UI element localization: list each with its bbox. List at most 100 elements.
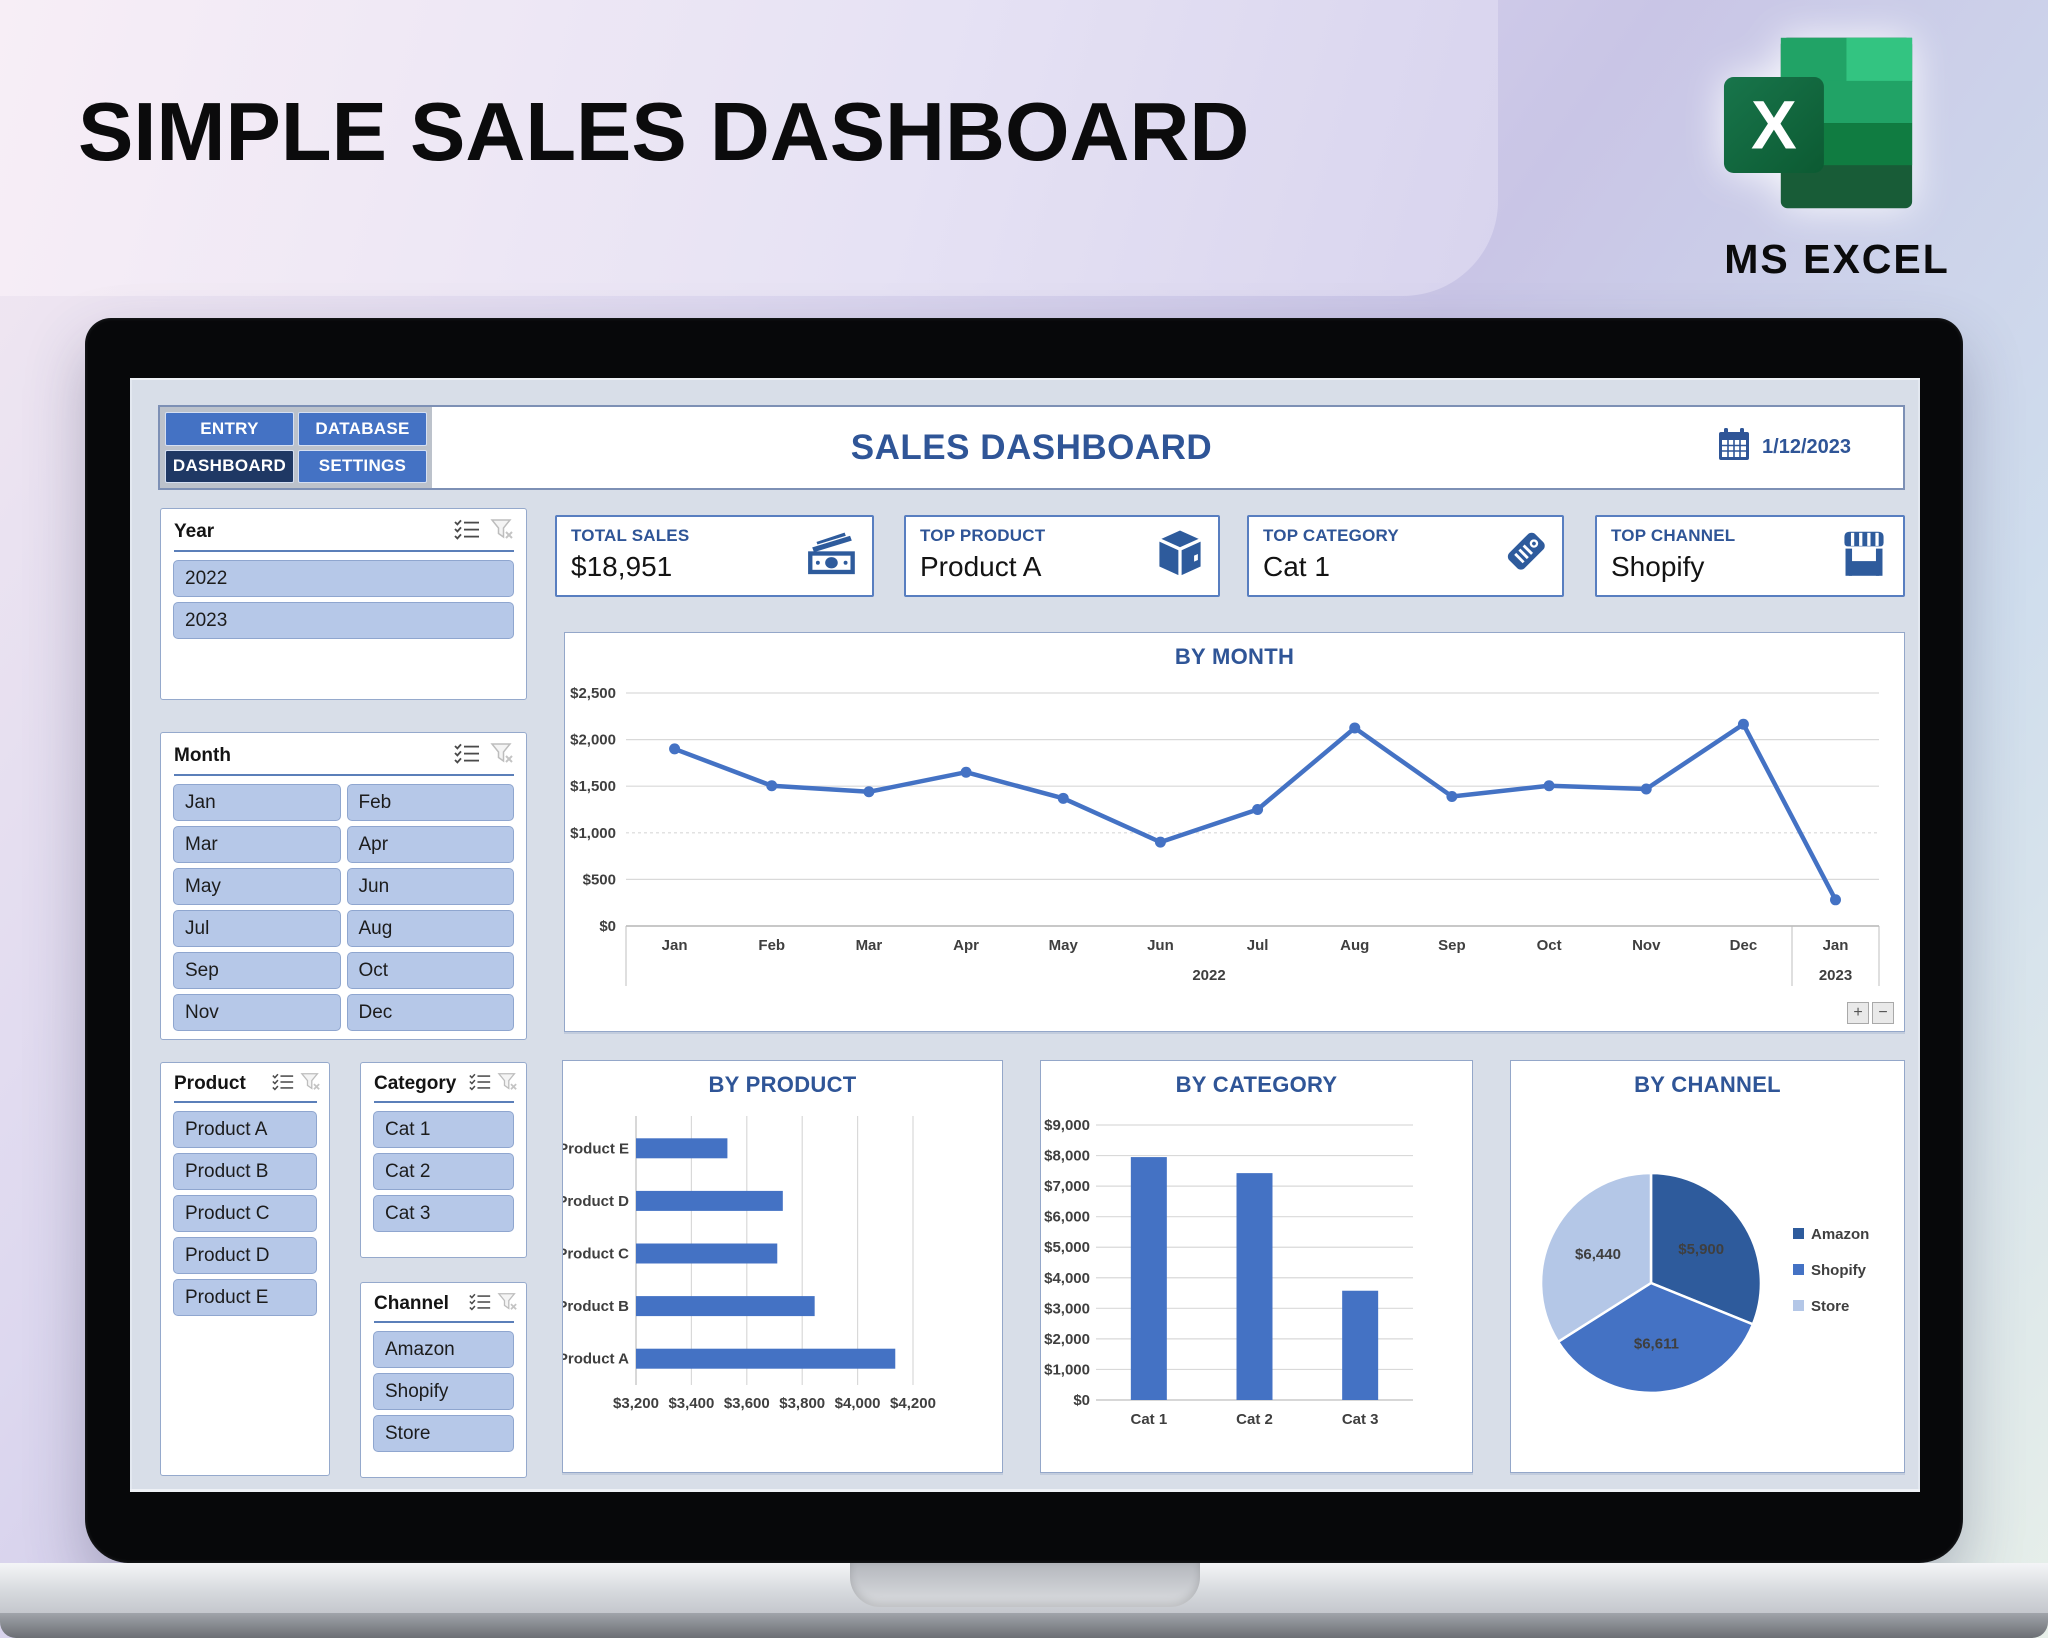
svg-text:$6,000: $6,000 [1044, 1209, 1090, 1226]
multiselect-icon[interactable] [469, 1292, 491, 1316]
svg-text:Mar: Mar [856, 937, 883, 954]
by-product-chart: BY PRODUCT $3,200 $3,400 $3,600 $3,800 $4,00… [562, 1060, 1003, 1473]
svg-text:Amazon: Amazon [1811, 1226, 1869, 1243]
svg-text:$1,500: $1,500 [570, 778, 616, 795]
slicer-item-dec[interactable]: Dec [346, 994, 514, 1031]
kpi-label: TOP PRODUCT [920, 526, 1046, 545]
laptop-frame: SALES DASHBOARD ENTRY DATABASE DASHBOARD… [85, 318, 1963, 1563]
pie-chart-plot: $5,900 $6,611 $6,440 Amazon Shopify Store [1539, 1171, 1869, 1395]
cash-icon [804, 529, 860, 584]
nav-settings-button[interactable]: SETTINGS [298, 449, 427, 483]
svg-text:$0: $0 [1073, 1392, 1090, 1409]
slicer-item-2022[interactable]: 2022 [173, 560, 514, 597]
svg-text:$3,200: $3,200 [613, 1395, 659, 1412]
nav-database-button[interactable]: DATABASE [298, 412, 427, 446]
svg-text:Dec: Dec [1730, 937, 1758, 954]
svg-text:Jan: Jan [1823, 937, 1849, 954]
excel-badge-label: MS EXCEL [1724, 236, 1950, 282]
nav-button-group: ENTRY DATABASE DASHBOARD SETTINGS [160, 407, 432, 488]
slicer-item-jan[interactable]: Jan [173, 784, 341, 821]
multiselect-icon[interactable] [454, 742, 480, 769]
kpi-value: $18,951 [571, 551, 673, 582]
kpi-value: Cat 1 [1263, 551, 1330, 582]
svg-text:$1,000: $1,000 [570, 825, 616, 842]
slicer-item-oct[interactable]: Oct [346, 952, 514, 989]
clear-filter-icon[interactable] [497, 1292, 518, 1316]
kpi-label: TOP CATEGORY [1263, 526, 1399, 545]
slicer-item-cat-3[interactable]: Cat 3 [373, 1195, 514, 1232]
clear-filter-icon[interactable] [490, 742, 514, 769]
multiselect-icon[interactable] [469, 1072, 491, 1096]
kpi-value: Product A [920, 551, 1042, 582]
svg-text:$4,000: $4,000 [835, 1395, 881, 1412]
svg-text:2022: 2022 [1192, 967, 1225, 984]
slicer-item-shopify[interactable]: Shopify [373, 1373, 514, 1410]
slicer-item-product-d[interactable]: Product D [173, 1237, 317, 1274]
slicer-item-store[interactable]: Store [373, 1415, 514, 1452]
svg-text:$6,611: $6,611 [1634, 1335, 1679, 1352]
kpi-top-product: TOP PRODUCT Product A [904, 515, 1220, 597]
slicer-item-amazon[interactable]: Amazon [373, 1331, 514, 1368]
svg-text:Product E: Product E [563, 1140, 629, 1157]
svg-text:$5,000: $5,000 [1044, 1239, 1090, 1256]
svg-text:Cat 2: Cat 2 [1236, 1411, 1273, 1428]
zoom-in-button[interactable]: + [1847, 1002, 1869, 1024]
slicer-item-cat-1[interactable]: Cat 1 [373, 1111, 514, 1148]
slicer-item-may[interactable]: May [173, 868, 341, 905]
svg-text:Product D: Product D [563, 1193, 629, 1210]
svg-text:$3,400: $3,400 [668, 1395, 714, 1412]
date-display: 1/12/2023 [1716, 407, 1851, 488]
svg-text:Product A: Product A [563, 1351, 629, 1368]
slicer-item-product-e[interactable]: Product E [173, 1279, 317, 1316]
nav-dashboard-button[interactable]: DASHBOARD [165, 449, 294, 483]
multiselect-icon[interactable] [272, 1072, 294, 1096]
nav-entry-button[interactable]: ENTRY [165, 412, 294, 446]
kpi-top-category: TOP CATEGORY Cat 1 [1247, 515, 1564, 597]
category-slicer-label: Category [374, 1073, 457, 1094]
slicer-item-product-a[interactable]: Product A [173, 1111, 317, 1148]
header-band [0, 0, 1498, 296]
slicer-item-product-b[interactable]: Product B [173, 1153, 317, 1190]
by-month-chart: BY MONTH $0 $500 $1,000 $1,500 $2,000 $2,500 J… [564, 632, 1905, 1032]
svg-text:Cat 1: Cat 1 [1130, 1411, 1167, 1428]
product-slicer-label: Product [174, 1073, 246, 1094]
svg-text:$4,200: $4,200 [890, 1395, 936, 1412]
zoom-out-button[interactable]: − [1872, 1002, 1894, 1024]
svg-text:$6,440: $6,440 [1575, 1246, 1621, 1263]
svg-text:Feb: Feb [758, 937, 785, 954]
slicer-item-mar[interactable]: Mar [173, 826, 341, 863]
category-slicer: Category Cat 1 Cat 2 Cat 3 [360, 1062, 527, 1258]
slicer-item-product-c[interactable]: Product C [173, 1195, 317, 1232]
svg-text:$4,000: $4,000 [1044, 1270, 1090, 1287]
kpi-top-channel: TOP CHANNEL Shopify [1595, 515, 1905, 597]
clear-filter-icon[interactable] [300, 1072, 321, 1096]
laptop-base-bottom [0, 1613, 2048, 1638]
kpi-label: TOTAL SALES [571, 526, 690, 545]
slicer-item-jun[interactable]: Jun [346, 868, 514, 905]
svg-text:$2,000: $2,000 [570, 732, 616, 749]
channel-slicer-label: Channel [374, 1293, 449, 1314]
slicer-item-sep[interactable]: Sep [173, 952, 341, 989]
slicer-item-cat-2[interactable]: Cat 2 [373, 1153, 514, 1190]
slicer-item-feb[interactable]: Feb [346, 784, 514, 821]
slicer-item-apr[interactable]: Apr [346, 826, 514, 863]
svg-text:Shopify: Shopify [1811, 1262, 1867, 1279]
svg-text:Apr: Apr [953, 937, 979, 954]
dashboard-header-bar: SALES DASHBOARD ENTRY DATABASE DASHBOARD… [158, 405, 1905, 490]
month-slicer-label: Month [174, 744, 231, 766]
slicer-item-2023[interactable]: 2023 [173, 602, 514, 639]
vbar-chart-plot: $0 $1,000 $2,000 $3,000 $4,000 $5,000 $6,000 $7… [1044, 1117, 1413, 1428]
chart-title: BY MONTH [1174, 644, 1295, 669]
box-icon [1154, 528, 1206, 585]
svg-text:$2,500: $2,500 [570, 685, 616, 702]
svg-text:$500: $500 [583, 871, 616, 888]
multiselect-icon[interactable] [454, 518, 480, 545]
slicer-item-nov[interactable]: Nov [173, 994, 341, 1031]
by-category-chart: BY CATEGORY $0 $1,000 $2,000 $3,000 $4,000 $5… [1040, 1060, 1473, 1473]
slicer-item-aug[interactable]: Aug [346, 910, 514, 947]
svg-text:Aug: Aug [1340, 937, 1369, 954]
chart-title: BY CHANNEL [1634, 1072, 1781, 1097]
clear-filter-icon[interactable] [497, 1072, 518, 1096]
slicer-item-jul[interactable]: Jul [173, 910, 341, 947]
clear-filter-icon[interactable] [490, 518, 514, 545]
